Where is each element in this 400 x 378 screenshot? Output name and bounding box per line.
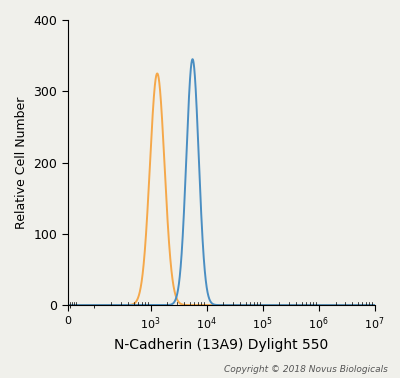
Y-axis label: Relative Cell Number: Relative Cell Number <box>15 96 28 229</box>
Text: Copyright © 2018 Novus Biologicals: Copyright © 2018 Novus Biologicals <box>224 365 388 374</box>
X-axis label: N-Cadherin (13A9) Dylight 550: N-Cadherin (13A9) Dylight 550 <box>114 338 328 352</box>
